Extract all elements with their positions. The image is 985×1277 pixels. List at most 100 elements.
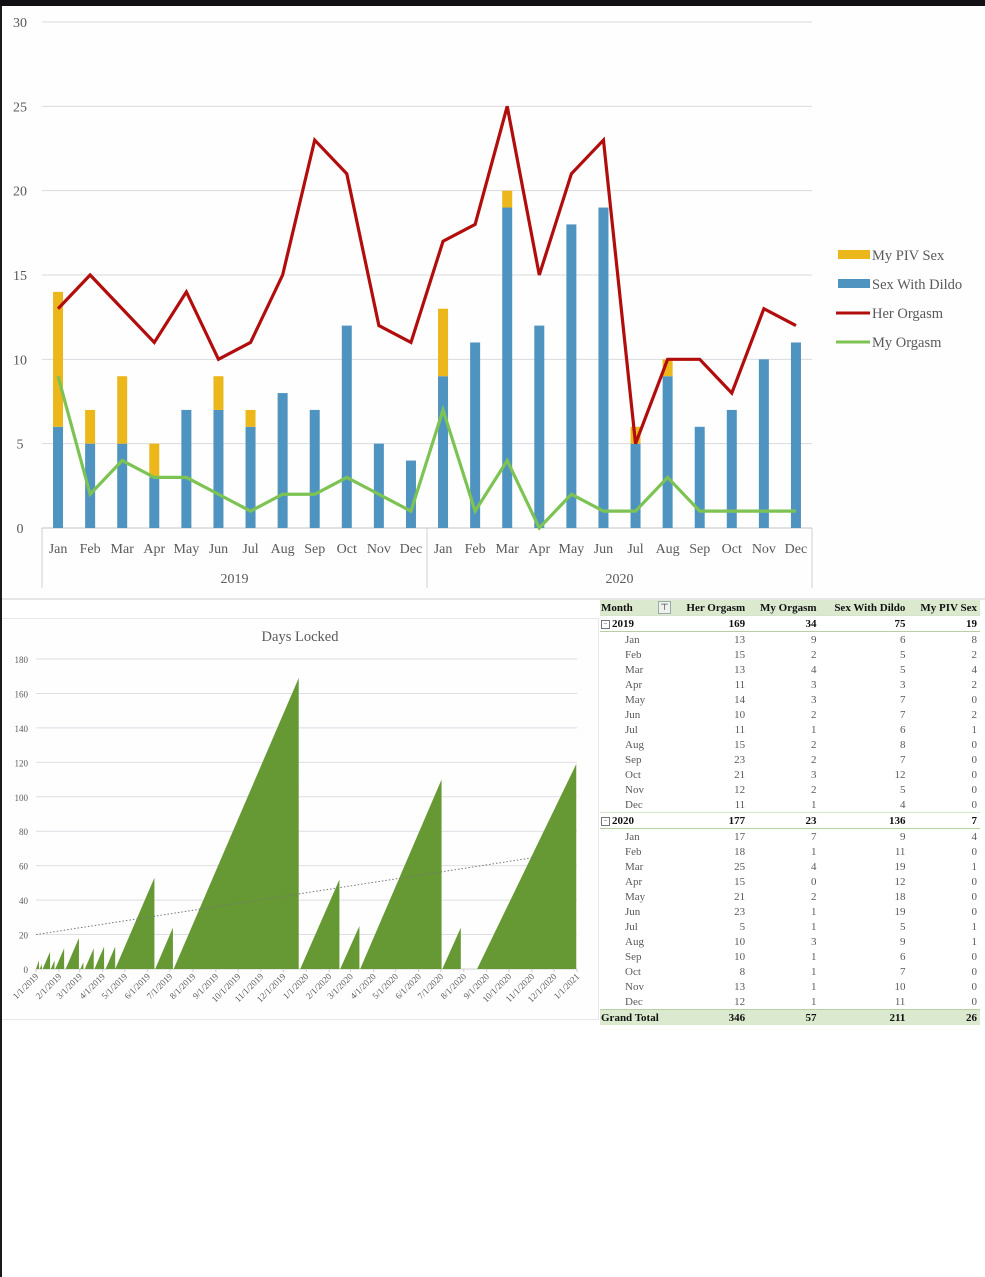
cell-value: 1 (971, 723, 978, 736)
my-piv-sex-column-header: My PIV Sex (920, 601, 977, 614)
cell-value: 21 (734, 890, 746, 903)
x-tick-label: Jun (594, 542, 613, 557)
bar-sex-with-dildo (534, 325, 545, 528)
cell-value: 0 (811, 875, 817, 888)
x-tick-label: Jun (209, 542, 228, 557)
bar-sex-with-dildo (598, 207, 609, 529)
row-label: Aug (625, 935, 644, 948)
cell-value: 1 (811, 905, 817, 918)
cell-value: 14 (734, 693, 746, 706)
month-row: Mar 13 4 5 4 (600, 662, 980, 677)
month-row: Feb 15 2 5 2 (600, 647, 980, 662)
y-tick-label: 120 (15, 758, 29, 768)
locked-streak-area (477, 764, 577, 969)
locked-streak-area (340, 925, 360, 969)
bar-my-piv-sex (213, 376, 224, 410)
month-row: Dec 12 1 11 0 (600, 994, 980, 1010)
cell-value: 1 (811, 798, 817, 811)
collapse-toggle-icon[interactable]: − (601, 619, 610, 629)
cell-value: 15 (734, 738, 746, 751)
month-row: Jan 17 7 9 4 (600, 829, 980, 845)
cell-value: 75 (819, 615, 909, 632)
cell-value: 2 (811, 738, 817, 751)
x-tick-label: Sep (689, 542, 710, 557)
row-label: Mar (625, 663, 644, 676)
y-tick-label: 25 (13, 100, 27, 115)
x-tick-label: Aug (656, 542, 680, 557)
cell-value: 34 (748, 615, 820, 632)
x-tick-label: Mar (111, 542, 135, 557)
row-label: Jul (625, 920, 638, 933)
legend-label: Sex With Dildo (872, 277, 962, 293)
cell-value: 0 (971, 995, 978, 1008)
filter-dropdown-icon[interactable]: ⊤ (658, 601, 671, 614)
bar-my-piv-sex (438, 308, 449, 377)
x-tick-label: Jul (627, 542, 643, 557)
cell-value: 0 (971, 905, 978, 918)
cell-value: 3 (899, 678, 906, 691)
cell-value: 4 (971, 663, 978, 676)
bar-sex-with-dildo (341, 325, 352, 528)
cell-value: 4 (899, 798, 906, 811)
month-row: Jan 13 9 6 8 (600, 632, 980, 648)
bar-sex-with-dildo (85, 443, 96, 528)
row-label: −2019 (600, 615, 675, 632)
cell-value: 12 (734, 995, 746, 1008)
cell-value: 6 (899, 633, 906, 646)
month-row: Oct 21 3 12 0 (600, 767, 980, 782)
cell-value: 4 (811, 860, 817, 873)
bar-sex-with-dildo (117, 443, 128, 528)
cell-value: 211 (819, 1009, 909, 1025)
cell-value: 0 (971, 798, 978, 811)
cell-value: 1 (811, 920, 817, 933)
cell-value: 0 (971, 768, 978, 781)
row-label: Apr (625, 678, 643, 691)
year-group-row: −2020 177 23 136 7 (600, 812, 980, 829)
pivot-table: Month ⊤ Her Orgasm My Orgasm Sex With Di… (600, 600, 980, 1025)
my-orgasm-column-header: My Orgasm (760, 601, 817, 614)
cell-value: 1 (811, 965, 817, 978)
cell-value: 1 (811, 845, 817, 858)
locked-streak-area (173, 677, 299, 969)
cell-value: 11 (894, 845, 906, 858)
locked-streak-area (39, 963, 42, 969)
cell-value: 12 (894, 768, 906, 781)
cell-value: 12 (734, 783, 746, 796)
cell-value: 3 (811, 768, 817, 781)
month-row: Jun 23 1 19 0 (600, 904, 980, 919)
bar-sex-with-dildo (277, 393, 288, 528)
collapse-toggle-icon[interactable]: − (601, 816, 610, 826)
cell-value: 7 (899, 965, 906, 978)
x-tick-label: Oct (337, 542, 357, 557)
bar-sex-with-dildo (309, 409, 320, 528)
x-tick-label: Jul (242, 542, 258, 557)
legend-swatch-icon (838, 279, 870, 288)
bar-sex-with-dildo (790, 342, 801, 528)
cell-value: 10 (734, 708, 746, 721)
cell-value: 25 (734, 860, 746, 873)
x-tick-label: Apr (528, 542, 550, 557)
bar-sex-with-dildo (438, 376, 449, 528)
bar-sex-with-dildo (149, 477, 160, 528)
y-tick-label: 80 (19, 827, 29, 837)
month-column-header[interactable]: Month ⊤ (600, 600, 674, 616)
x-tick-label: Dec (400, 542, 423, 557)
locked-streak-area (94, 946, 105, 969)
locked-streak-area (442, 927, 461, 969)
cell-value: 169 (674, 615, 749, 632)
cell-value: 3 (811, 693, 817, 706)
y-tick-label: 60 (19, 862, 29, 872)
cell-value: 7 (811, 830, 817, 843)
pivot-header-row: Month ⊤ Her Orgasm My Orgasm Sex With Di… (600, 600, 980, 616)
x-tick-label: Feb (80, 542, 101, 557)
row-label: Mar (625, 860, 644, 873)
row-label: −2020 (600, 812, 675, 829)
cell-value: 0 (971, 950, 978, 963)
pivot-body: −2019 169 34 75 19 Jan 13 9 6 8 Feb 15 2 5 2 Mar 13 4 5 4 Ap… (600, 615, 980, 1025)
row-label: Nov (625, 783, 644, 796)
cell-value: 2 (811, 648, 817, 661)
days-locked-chart: Days Locked 0 20 40 60 80 100 120 140 160 180 1/1/2… (2, 618, 599, 1020)
cell-value: 10 (894, 980, 906, 993)
row-label: Dec (625, 995, 643, 1008)
line-my-orgasm (56, 375, 796, 531)
